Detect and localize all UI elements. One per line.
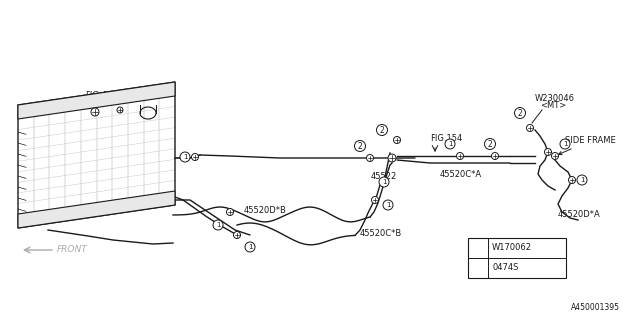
Circle shape xyxy=(191,154,198,161)
Text: 2: 2 xyxy=(476,265,480,271)
Circle shape xyxy=(473,263,483,273)
Text: 2: 2 xyxy=(518,108,522,117)
Text: 1: 1 xyxy=(216,222,220,228)
Circle shape xyxy=(568,177,575,183)
Circle shape xyxy=(376,124,387,135)
Circle shape xyxy=(245,242,255,252)
Circle shape xyxy=(515,108,525,118)
Circle shape xyxy=(180,152,190,162)
Circle shape xyxy=(379,177,389,187)
Text: 1: 1 xyxy=(476,245,480,251)
Circle shape xyxy=(394,137,401,143)
Text: <MT>: <MT> xyxy=(540,101,566,110)
Text: 2: 2 xyxy=(358,141,362,150)
Circle shape xyxy=(492,153,499,159)
Text: W230046: W230046 xyxy=(535,94,575,103)
Circle shape xyxy=(388,154,396,162)
Circle shape xyxy=(473,243,483,253)
Circle shape xyxy=(577,175,587,185)
Circle shape xyxy=(234,231,241,238)
Circle shape xyxy=(484,139,495,149)
Text: 2: 2 xyxy=(488,140,492,148)
Text: 1: 1 xyxy=(183,154,188,160)
Circle shape xyxy=(560,139,570,149)
Polygon shape xyxy=(18,191,175,228)
Text: FIG.154: FIG.154 xyxy=(430,134,462,143)
Text: 45520D*A: 45520D*A xyxy=(558,210,601,219)
Circle shape xyxy=(371,196,378,204)
Text: 1: 1 xyxy=(563,141,567,147)
Text: A450001395: A450001395 xyxy=(571,303,620,312)
Text: 2: 2 xyxy=(380,125,385,134)
Circle shape xyxy=(355,140,365,151)
Circle shape xyxy=(383,200,393,210)
Text: 45520D*B: 45520D*B xyxy=(244,206,287,215)
Circle shape xyxy=(527,124,534,132)
Text: 1: 1 xyxy=(448,141,452,147)
Text: 0474S: 0474S xyxy=(492,263,518,273)
Text: 45520C*B: 45520C*B xyxy=(360,229,403,238)
Text: 1: 1 xyxy=(580,177,584,183)
Text: FRONT: FRONT xyxy=(57,245,88,254)
Circle shape xyxy=(456,153,463,159)
Circle shape xyxy=(367,155,374,162)
Circle shape xyxy=(445,139,455,149)
Text: 45520C*A: 45520C*A xyxy=(440,170,482,179)
Circle shape xyxy=(552,153,559,159)
Circle shape xyxy=(213,220,223,230)
Text: 45522: 45522 xyxy=(371,172,397,181)
Text: 1: 1 xyxy=(381,179,387,185)
Circle shape xyxy=(545,148,552,156)
Circle shape xyxy=(117,107,123,113)
Text: 1: 1 xyxy=(386,202,390,208)
Polygon shape xyxy=(18,82,175,119)
Circle shape xyxy=(91,108,99,116)
Circle shape xyxy=(227,209,234,215)
Text: W170062: W170062 xyxy=(492,244,532,252)
Text: 1: 1 xyxy=(248,244,252,250)
Bar xyxy=(468,238,566,278)
Text: FIG.450-1: FIG.450-1 xyxy=(84,91,125,100)
Text: SIDE FRAME: SIDE FRAME xyxy=(559,136,616,155)
